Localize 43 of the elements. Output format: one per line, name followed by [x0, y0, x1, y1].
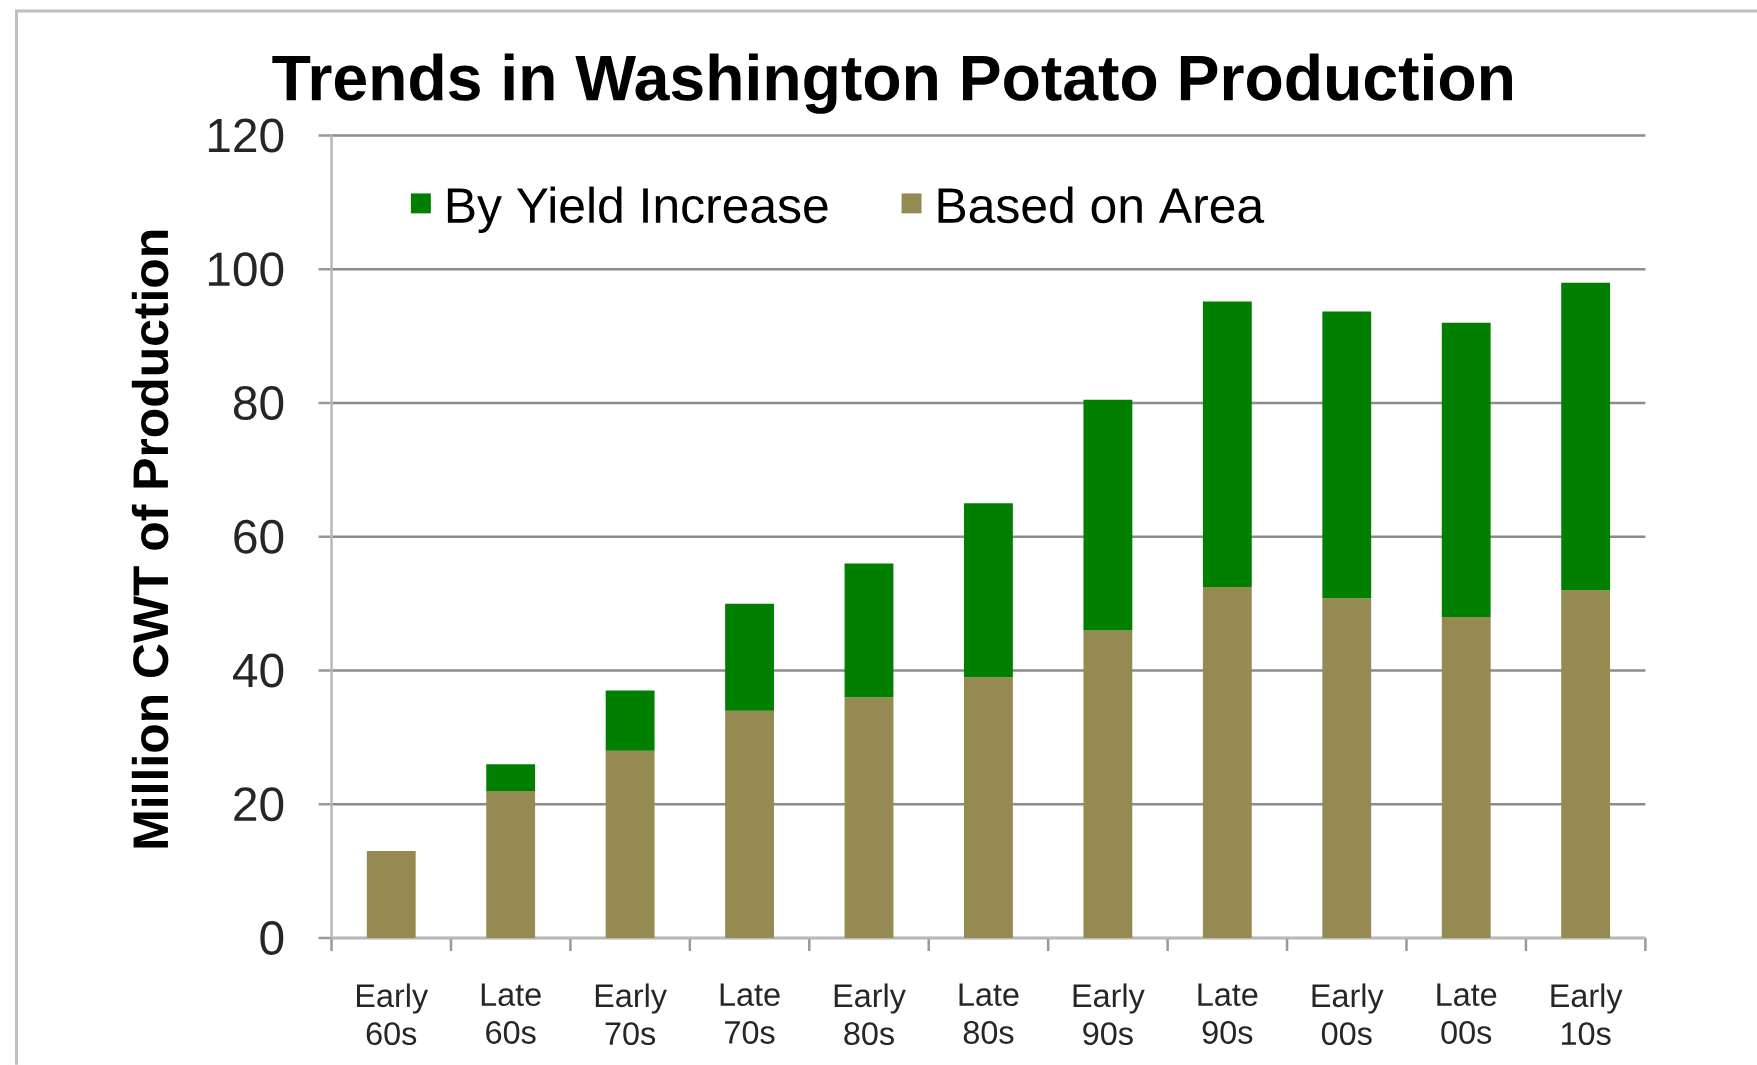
bar — [366, 851, 416, 939]
x-tick-label: Late 80s — [959, 983, 1019, 1045]
x-tick-label: Early 70s — [595, 983, 667, 1046]
bar — [844, 697, 894, 939]
x-tick-label: Early 00s — [1312, 983, 1384, 1046]
bar — [1441, 617, 1491, 939]
y-tick-label: 100 — [208, 252, 284, 287]
bar — [844, 563, 894, 698]
x-tick-label: Early 90s — [1073, 983, 1145, 1046]
bar — [1202, 301, 1252, 588]
bar — [1083, 630, 1133, 939]
x-tick-label: Early 10s — [1551, 983, 1623, 1046]
bar — [605, 690, 655, 751]
bar — [1561, 590, 1611, 939]
bar — [1322, 311, 1372, 599]
bar — [1202, 587, 1252, 939]
bar — [725, 710, 774, 939]
x-tick-label: Late 70s — [720, 983, 780, 1045]
x-tick-label: Early 60s — [356, 983, 429, 1046]
bar — [486, 764, 536, 792]
bar — [1322, 598, 1372, 939]
bar — [964, 503, 1013, 678]
legend-label: By Yield Increase — [447, 186, 828, 234]
y-tick-label: 120 — [208, 118, 284, 153]
legend-label: Based on Area — [938, 186, 1265, 224]
bar — [605, 750, 655, 939]
y-tick-label: 40 — [233, 653, 284, 688]
y-axis-title: Million CWT of Production — [131, 231, 169, 848]
bar — [725, 603, 774, 711]
bar — [964, 677, 1013, 939]
bar — [1441, 322, 1491, 618]
y-tick-label: 60 — [234, 520, 284, 554]
x-tick-label: Late 60s — [481, 983, 541, 1045]
x-tick-label: Early 80s — [834, 983, 906, 1046]
y-tick-label: 0 — [260, 921, 284, 956]
bar — [1561, 282, 1611, 591]
y-tick-label: 80 — [233, 386, 284, 421]
x-tick-label: Late 90s — [1198, 983, 1258, 1045]
y-tick-label: 20 — [234, 787, 284, 822]
chart-title: Trends in Washington Potato Production — [272, 53, 1512, 115]
x-tick-label: Late 00s — [1437, 983, 1497, 1045]
bar — [1083, 399, 1133, 631]
bar — [486, 791, 536, 939]
